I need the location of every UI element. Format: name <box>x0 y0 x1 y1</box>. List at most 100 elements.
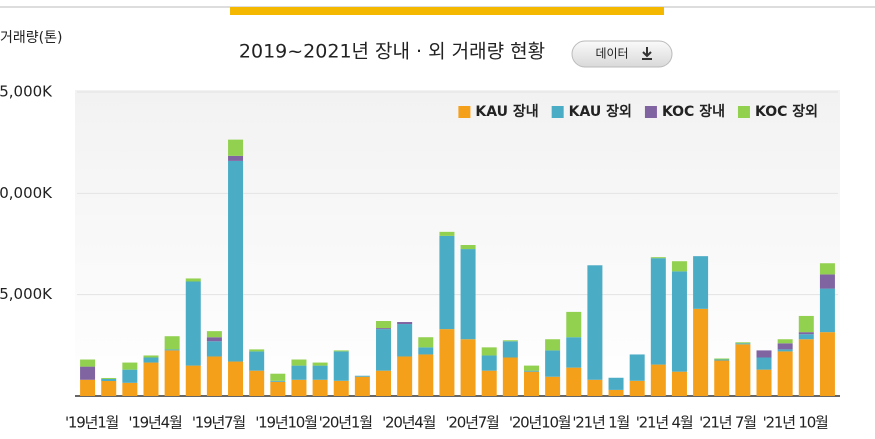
bar-segment <box>502 341 518 358</box>
bar-segment <box>460 339 476 396</box>
bar-segment <box>418 347 434 355</box>
chart-title: 2019~2021년 장내 · 외 거래량 현황 <box>239 41 545 63</box>
bar-segment <box>460 249 476 340</box>
bar-segment <box>206 341 222 357</box>
button-label[interactable]: 데이터 <box>595 47 628 61</box>
bar-segment <box>101 381 117 396</box>
bar-segment <box>777 343 793 350</box>
bar-segment <box>608 377 624 390</box>
bar-segment <box>714 359 730 361</box>
bar-segment <box>798 334 814 340</box>
x-tick-label: '20년7월 <box>446 414 500 432</box>
bar-segment <box>164 336 180 350</box>
bar-segment <box>376 328 392 330</box>
x-tick-label: '19년7월 <box>192 414 246 432</box>
legend-swatch <box>551 106 564 118</box>
bar-segment <box>523 365 539 371</box>
bar-segment <box>101 378 117 382</box>
bar-segment <box>354 375 370 377</box>
bar-segment <box>206 356 222 396</box>
bar-segment <box>376 329 392 371</box>
bar-segment <box>270 381 286 396</box>
bar-segment <box>608 389 624 396</box>
bar-segment <box>270 380 286 382</box>
bar-segment <box>566 367 582 396</box>
legend-swatch <box>737 106 750 118</box>
bar-segment <box>249 370 265 396</box>
top-accent <box>230 7 664 15</box>
bar-segment <box>439 231 455 236</box>
bar-segment <box>418 354 434 396</box>
bar-segment <box>481 347 497 356</box>
bar-segment <box>777 351 793 396</box>
bar-segment <box>122 382 138 396</box>
y-tick-label: 15,000K <box>0 83 53 101</box>
data-button[interactable]: 데이터 <box>571 40 673 68</box>
bar-segment <box>523 370 539 372</box>
bar-segment <box>397 356 413 396</box>
bar-segment <box>376 321 392 329</box>
bar-segment <box>291 359 307 366</box>
y-tick-label: 10,000K <box>0 184 53 202</box>
y-tick-label: 5,000K <box>0 285 53 303</box>
bar-segment <box>80 379 96 396</box>
bar-segment <box>671 271 687 372</box>
bar-segment <box>650 364 666 396</box>
bar-segment <box>481 370 497 396</box>
bar-segment <box>735 342 751 344</box>
x-tick-label: '21년 1월 <box>572 414 629 432</box>
bar-segment <box>206 337 222 342</box>
unit-label: 거래량(톤) <box>0 30 62 46</box>
bar-segment <box>587 379 603 396</box>
bar-segment <box>439 235 455 330</box>
bar-segment <box>143 357 159 363</box>
bar-segment <box>798 339 814 396</box>
bar-segment <box>164 349 180 351</box>
bar-segment <box>354 376 370 396</box>
bar-segment <box>122 362 138 370</box>
bar-segment <box>756 357 772 370</box>
bar-segment <box>312 365 328 380</box>
bar-segment <box>397 324 413 357</box>
bar-segment <box>228 361 244 396</box>
bar-segment <box>798 315 814 333</box>
bar-segment <box>228 155 244 161</box>
bar-segment <box>650 257 666 259</box>
bar-segment <box>143 355 159 358</box>
bar-segment <box>714 360 730 396</box>
bar-segment <box>122 369 138 383</box>
bar-segment <box>270 373 286 381</box>
bar-segment <box>819 274 835 289</box>
bar-segment <box>228 139 244 156</box>
bar-segment <box>545 350 561 377</box>
x-tick-label: '19년4월 <box>128 414 182 432</box>
x-tick-label: '19년1월 <box>65 414 119 432</box>
bar-segment <box>164 350 180 396</box>
bar-segment <box>587 265 603 380</box>
bar-segment <box>502 340 518 342</box>
x-tick-label: '19년10월 <box>255 414 317 432</box>
bar-segment <box>397 322 413 325</box>
bar-segment <box>714 358 730 360</box>
legend-label: KOC 장내 <box>662 103 725 120</box>
bar-segment <box>735 344 751 396</box>
bar-segment <box>291 365 307 380</box>
bar-segment <box>312 379 328 396</box>
plot-background <box>75 90 840 396</box>
bar-segment <box>671 371 687 396</box>
bar-segment <box>629 380 645 396</box>
bar-segment <box>418 337 434 348</box>
bar-segment <box>101 377 117 379</box>
bar-segment <box>693 308 709 396</box>
bar-segment <box>798 332 814 335</box>
bar-segment <box>545 376 561 396</box>
bar-segment <box>185 281 201 366</box>
legend-label: KAU 장외 <box>569 103 632 120</box>
bar-segment <box>502 357 518 396</box>
bar-segment <box>143 362 159 396</box>
bar-segment <box>333 380 349 396</box>
legend-swatch <box>458 106 471 118</box>
bar-segment <box>249 349 265 352</box>
x-tick-label: '21년 10월 <box>763 414 828 432</box>
